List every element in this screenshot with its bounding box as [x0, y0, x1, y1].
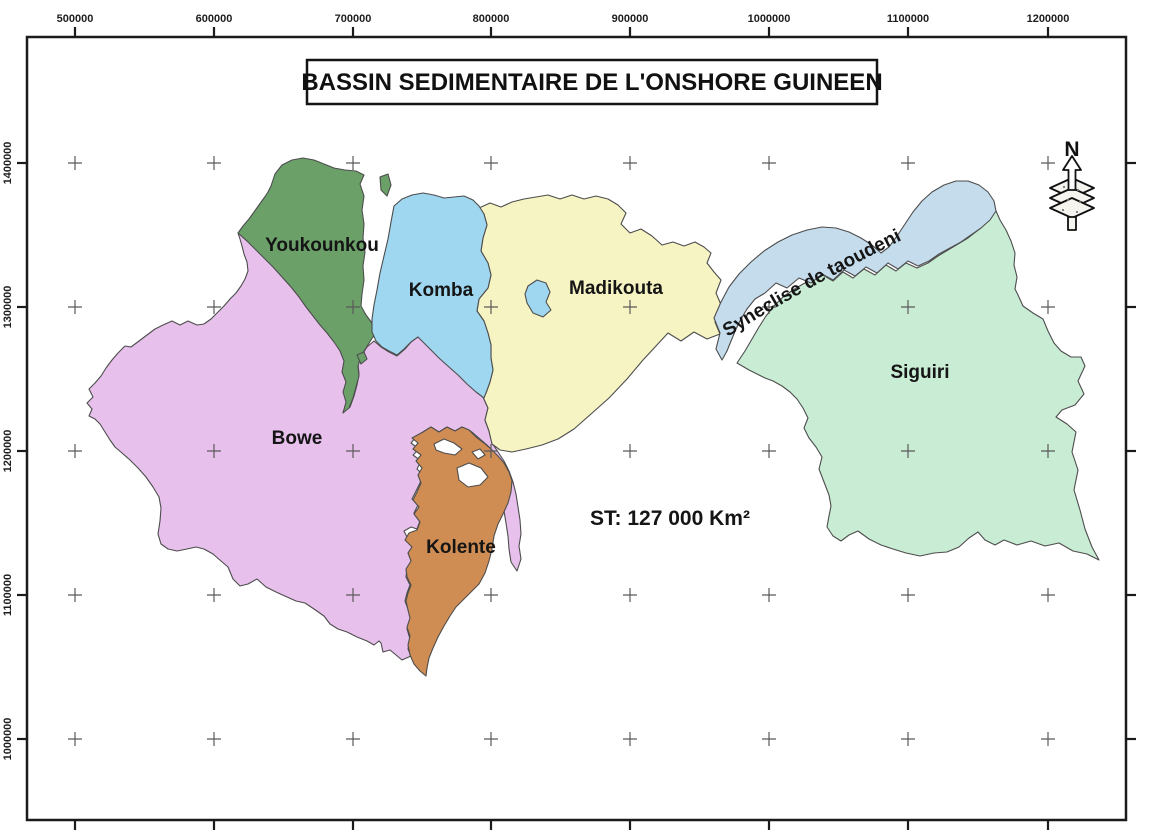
left-axis-label: 1100000 — [2, 574, 14, 616]
grid-cross — [1041, 588, 1055, 602]
label-siguiri: Siguiri — [890, 362, 949, 383]
north-arrow: N — [1049, 138, 1095, 231]
grid-cross — [623, 732, 637, 746]
grid-cross — [346, 732, 360, 746]
region-kolente — [404, 426, 513, 677]
regions-layer — [86, 157, 1100, 677]
label-komba: Komba — [409, 280, 474, 301]
left-axis-label: 1000000 — [2, 718, 14, 761]
grid-cross — [207, 732, 221, 746]
grid-cross — [68, 732, 82, 746]
region-youkounkou — [237, 157, 378, 414]
grid-cross — [207, 300, 221, 314]
label-bowe: Bowe — [272, 428, 323, 449]
left-axis-label: 1400000 — [2, 142, 14, 185]
grid-cross — [901, 300, 915, 314]
north-arrow-pointer — [1062, 155, 1082, 191]
grid-cross — [346, 300, 360, 314]
grid-cross — [484, 732, 498, 746]
grid-cross — [762, 732, 776, 746]
grid-cross — [1041, 444, 1055, 458]
top-axis-label: 1100000 — [887, 13, 929, 25]
north-label: N — [1064, 138, 1079, 161]
grid-cross — [1041, 300, 1055, 314]
kolente-inlier — [471, 448, 486, 460]
top-axis-label: 1000000 — [748, 13, 791, 25]
region-syneclise — [713, 180, 997, 361]
youkounkou-sliver — [379, 173, 392, 197]
youkounkou-blob — [356, 351, 368, 365]
top-axis-label: 800000 — [473, 13, 510, 25]
grid-cross — [901, 156, 915, 170]
region-komba — [371, 192, 494, 399]
title-box: BASSIN SEDIMENTAIRE DE L'ONSHORE GUINEEN — [301, 58, 883, 106]
grid-cross — [484, 300, 498, 314]
top-axis-label: 700000 — [335, 13, 372, 25]
grid-cross — [623, 156, 637, 170]
layer-stack-texture — [1061, 185, 1082, 214]
top-axis-label: 600000 — [196, 13, 233, 25]
grid-cross — [901, 732, 915, 746]
region-siguiri — [736, 210, 1100, 561]
grid-cross — [623, 588, 637, 602]
grid-cross — [1041, 732, 1055, 746]
map-title: BASSIN SEDIMENTAIRE DE L'ONSHORE GUINEEN — [301, 69, 882, 96]
grid-cross — [484, 156, 498, 170]
grid-cross — [346, 588, 360, 602]
komba-enclave — [524, 279, 552, 318]
grid-cross — [623, 444, 637, 458]
grid-cross — [207, 156, 221, 170]
grid-cross — [762, 156, 776, 170]
label-kolente: Kolente — [426, 537, 496, 558]
grid-cross — [901, 444, 915, 458]
left-axis-label: 1200000 — [2, 430, 14, 473]
left-axis-label: 1300000 — [2, 286, 14, 329]
title-frame — [305, 58, 879, 106]
grid-cross — [68, 444, 82, 458]
grid-cross — [1041, 156, 1055, 170]
grid-cross — [207, 588, 221, 602]
label-madikouta: Madikouta — [569, 278, 663, 299]
grid-cross — [346, 444, 360, 458]
grid-cross — [68, 588, 82, 602]
grid-cross — [346, 156, 360, 170]
grid-cross — [901, 588, 915, 602]
grid-cross — [762, 588, 776, 602]
grid-cross — [762, 444, 776, 458]
grid-layer: 500000 600000 700000 800000 900000 1000000 110… — [2, 13, 1136, 830]
top-axis-label: 500000 — [57, 13, 94, 25]
grid-cross — [484, 588, 498, 602]
kolente-inlier — [456, 462, 489, 488]
top-axis-label: 900000 — [612, 13, 649, 25]
label-youkounkou: Youkounkou — [265, 235, 379, 256]
kolente-inlier — [433, 438, 463, 456]
grid-cross — [623, 300, 637, 314]
grid-cross — [68, 300, 82, 314]
grid-cross — [484, 444, 498, 458]
top-axis-label: 1200000 — [1027, 13, 1070, 25]
grid-cross — [762, 300, 776, 314]
surface-annotation: ST: 127 000 Km² — [590, 507, 750, 530]
grid-cross — [207, 444, 221, 458]
grid-cross — [68, 156, 82, 170]
